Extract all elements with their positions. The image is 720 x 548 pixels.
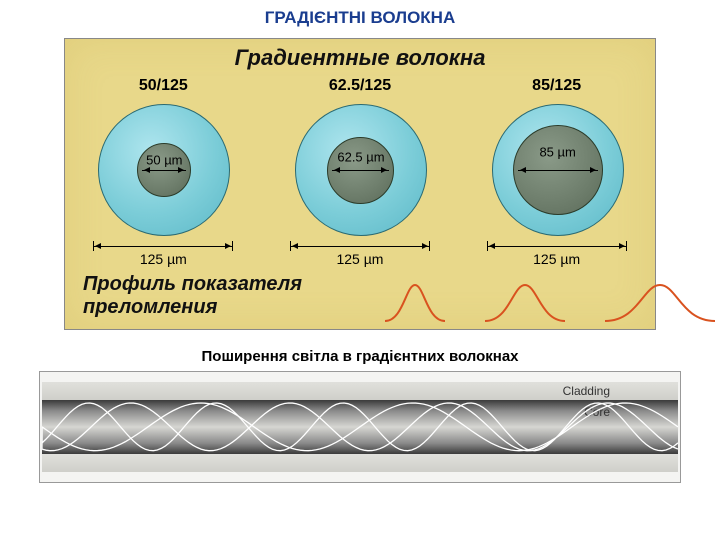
cladding-diameter-label: 125 µm: [93, 251, 233, 267]
index-profile-curves: [375, 275, 645, 323]
profile-curve: [485, 283, 565, 323]
fiber-ratio: 50/125: [139, 77, 188, 95]
mid-caption: Поширення світла в градієнтних волокнах: [0, 348, 720, 365]
fiber-item: 85/125 85 µm125 µm: [467, 77, 647, 239]
cladding-label: Cladding: [563, 384, 610, 398]
cladding-band-bottom: [42, 454, 678, 472]
light-rays: [42, 400, 678, 454]
fiber-circle: 85 µm125 µm: [487, 99, 627, 239]
core-diameter-label: 62.5 µm: [328, 150, 393, 165]
light-propagation-panel: Cladding Core: [39, 371, 681, 483]
fiber-cross-section-panel: Градиентные волокна 50/12550 µm125 µm62.…: [64, 38, 656, 330]
fiber-row: 50/125 50 µm125 µm 62.5/125 62.5 µm125 µm 85…: [65, 77, 655, 239]
fiber-item: 62.5/125 62.5 µm125 µm: [270, 77, 450, 239]
panel-heading: Градиентные волокна: [65, 45, 655, 71]
page-title: ГРАДІЄНТНІ ВОЛОКНА: [0, 8, 720, 28]
fiber-ratio: 62.5/125: [329, 77, 391, 95]
fiber-ratio: 85/125: [532, 77, 581, 95]
fiber-circle: 50 µm125 µm: [93, 99, 233, 239]
profile-label: Профиль показателя преломления: [83, 273, 302, 319]
cladding-diameter-label: 125 µm: [487, 251, 627, 267]
profile-curve: [605, 283, 715, 323]
profile-curve: [385, 283, 445, 323]
cladding-diameter-label: 125 µm: [290, 251, 430, 267]
core-diameter-label: 50 µm: [138, 152, 190, 167]
fiber-item: 50/125 50 µm125 µm: [73, 77, 253, 239]
fiber-circle: 62.5 µm125 µm: [290, 99, 430, 239]
core-diameter-label: 85 µm: [514, 145, 602, 160]
